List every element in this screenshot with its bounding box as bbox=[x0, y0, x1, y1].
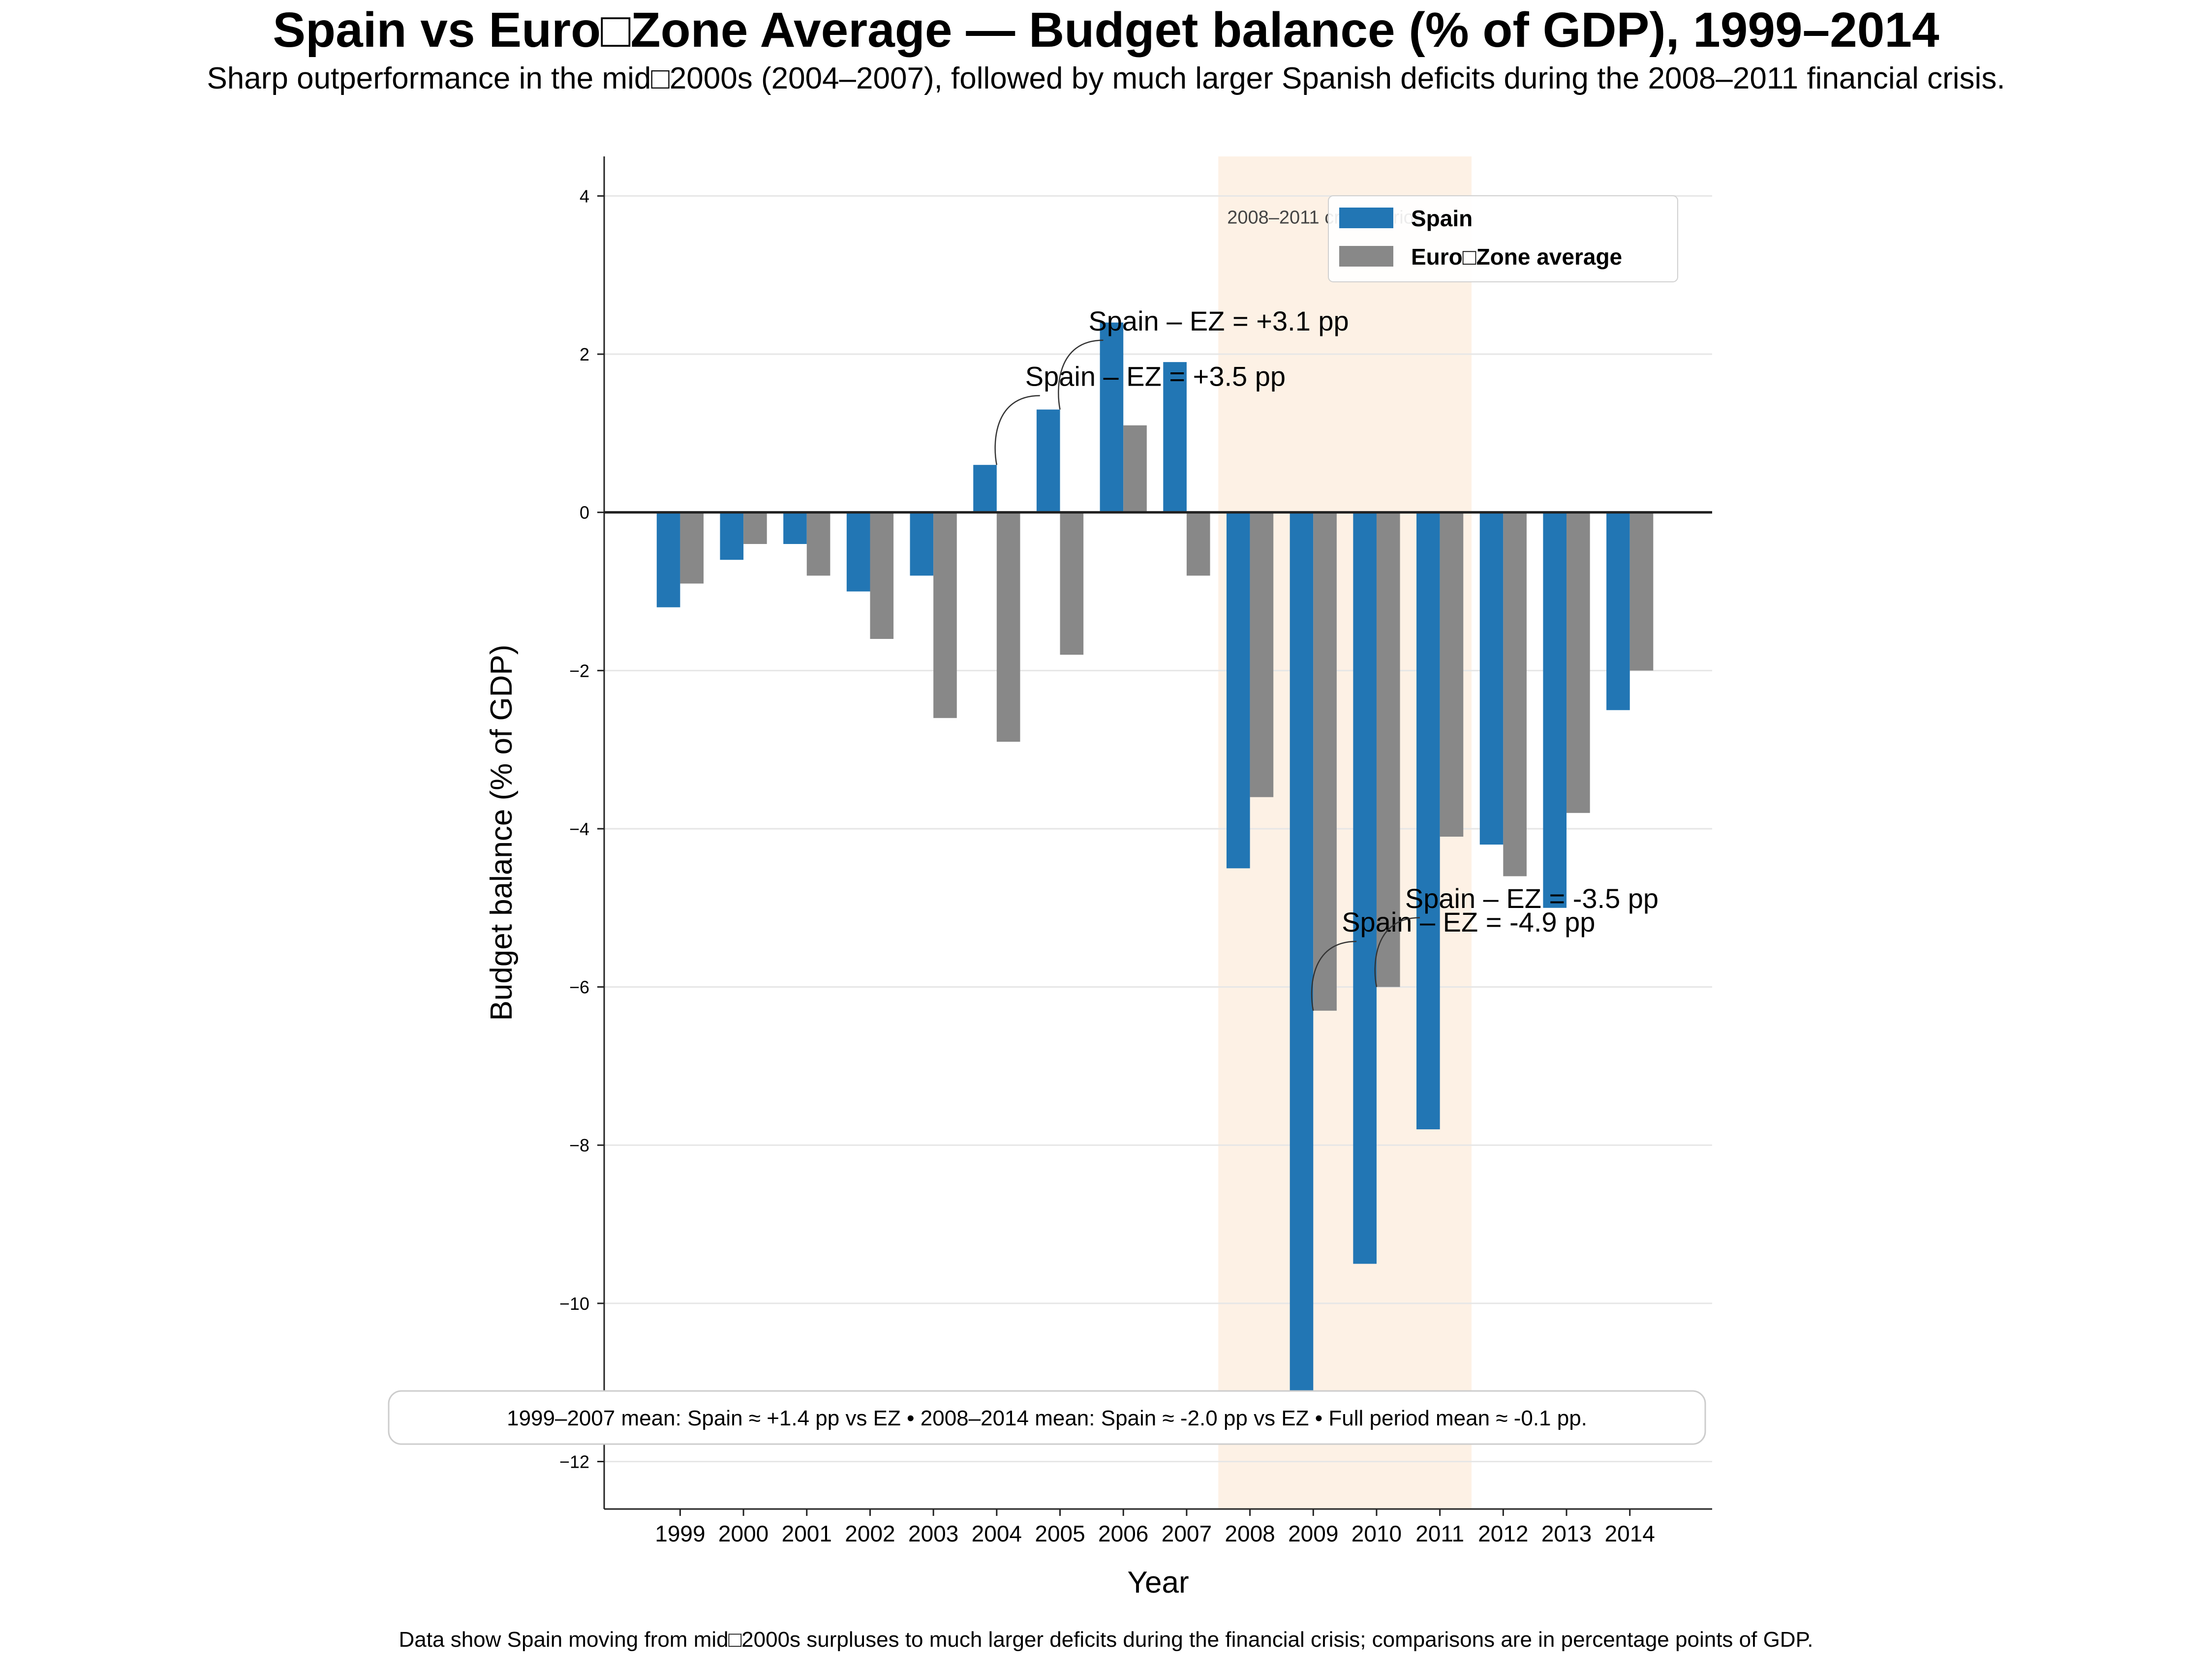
legend-swatch-eurozone bbox=[1339, 246, 1393, 267]
annotation-connector bbox=[1058, 339, 1104, 410]
x-tick-label: 2007 bbox=[1162, 1521, 1212, 1546]
x-axis-title: Year bbox=[1127, 1566, 1189, 1600]
x-tick-label: 1999 bbox=[655, 1521, 705, 1546]
annotations: Spain – EZ = +3.5 pp Spain – EZ = +3.1 pp… bbox=[994, 305, 1659, 1011]
x-tick-label: 2001 bbox=[782, 1521, 832, 1546]
x-axis-ticks: 1999 2000 2001 2002 2003 2004 2005 2006 2007 2008… bbox=[655, 1509, 1655, 1546]
footnote: Data show Spain moving from mid□2000s su… bbox=[399, 1628, 1813, 1652]
chart-title: Spain vs Euro□Zone Average — Budget bala… bbox=[273, 2, 1939, 58]
bar-eurozone bbox=[1567, 512, 1590, 813]
bar-spain bbox=[1290, 512, 1314, 1398]
bar-eurozone bbox=[1376, 512, 1400, 987]
summary-text: 1999–2007 mean: Spain ≈ +1.4 pp vs EZ • … bbox=[507, 1406, 1587, 1430]
y-tick-label: 0 bbox=[580, 503, 589, 523]
x-tick-label: 2008 bbox=[1225, 1521, 1275, 1546]
bar-eurozone bbox=[743, 512, 767, 544]
bar-eurozone bbox=[1250, 512, 1274, 797]
bar-spain bbox=[1100, 322, 1124, 513]
annotation-label: Spain – EZ = -4.9 pp bbox=[1342, 906, 1595, 937]
x-tick-label: 2012 bbox=[1478, 1521, 1528, 1546]
chart-subtitle: Sharp outperformance in the mid□2000s (2… bbox=[207, 61, 2005, 95]
legend-box bbox=[1328, 195, 1678, 282]
annotation-connector bbox=[1374, 917, 1420, 987]
bar-eurozone bbox=[1440, 512, 1464, 837]
y-tick-label: −6 bbox=[569, 977, 589, 997]
bar-eurozone bbox=[1186, 512, 1210, 576]
bar-eurozone bbox=[996, 512, 1020, 742]
bar-spain bbox=[1479, 512, 1504, 845]
x-tick-label: 2006 bbox=[1098, 1521, 1148, 1546]
bar-eurozone bbox=[1313, 512, 1337, 1011]
bar-spain bbox=[783, 512, 807, 544]
y-tick-label: 2 bbox=[580, 344, 589, 364]
bar-spain bbox=[910, 512, 934, 576]
x-tick-label: 2000 bbox=[718, 1521, 768, 1546]
y-tick-label: −10 bbox=[559, 1294, 589, 1314]
bar-eurozone bbox=[1629, 512, 1654, 671]
x-tick-label: 2013 bbox=[1541, 1521, 1592, 1546]
bar-eurozone bbox=[870, 512, 894, 639]
bar-spain bbox=[1163, 362, 1187, 513]
legend: Spain Euro□Zone average bbox=[1328, 195, 1678, 282]
bar-spain bbox=[1606, 512, 1630, 710]
x-tick-label: 2010 bbox=[1352, 1521, 1402, 1546]
annotation-connector bbox=[994, 395, 1040, 465]
annotation-label: Spain – EZ = +3.1 pp bbox=[1088, 305, 1349, 336]
bar-spain bbox=[1226, 512, 1250, 869]
bar-spain bbox=[1543, 512, 1567, 908]
annotation-label: Spain – EZ = -3.5 pp bbox=[1405, 883, 1659, 914]
y-tick-label: −2 bbox=[569, 661, 589, 681]
bar-eurozone bbox=[806, 512, 830, 576]
gridlines bbox=[604, 195, 1712, 1463]
y-tick-label: −4 bbox=[569, 819, 589, 839]
annotation-label: Spain – EZ = +3.5 pp bbox=[1025, 361, 1286, 392]
y-tick-label: −8 bbox=[569, 1135, 589, 1155]
bar-spain bbox=[846, 512, 870, 592]
y-axis-ticks: 4 2 0 −2 −4 −6 −8 −10 −12 bbox=[559, 186, 604, 1472]
bar-spain bbox=[720, 512, 744, 560]
x-tick-label: 2002 bbox=[845, 1521, 895, 1546]
summary-box: 1999–2007 mean: Spain ≈ +1.4 pp vs EZ • … bbox=[388, 1390, 1706, 1445]
x-tick-label: 2003 bbox=[908, 1521, 958, 1546]
bar-eurozone bbox=[680, 512, 704, 584]
summary-box-frame bbox=[388, 1390, 1706, 1445]
x-tick-label: 2004 bbox=[972, 1521, 1022, 1546]
x-tick-label: 2011 bbox=[1415, 1521, 1464, 1546]
legend-label-eurozone: Euro□Zone average bbox=[1411, 244, 1622, 270]
bar-spain bbox=[1036, 409, 1060, 513]
bar-eurozone bbox=[1123, 425, 1147, 513]
bar-spain bbox=[656, 512, 680, 607]
legend-swatch-spain bbox=[1339, 208, 1393, 228]
y-tick-label: 4 bbox=[580, 186, 589, 206]
bar-eurozone bbox=[1503, 512, 1527, 876]
bars bbox=[656, 322, 1654, 1398]
legend-label-spain: Spain bbox=[1411, 206, 1473, 231]
bar-spain bbox=[973, 465, 997, 513]
x-tick-label: 2009 bbox=[1288, 1521, 1338, 1546]
annotation-connector bbox=[1311, 940, 1357, 1011]
x-tick-label: 2005 bbox=[1035, 1521, 1085, 1546]
x-tick-label: 2014 bbox=[1605, 1521, 1655, 1546]
bar-eurozone bbox=[933, 512, 957, 718]
bar-spain bbox=[1353, 512, 1377, 1264]
bar-spain bbox=[1416, 512, 1440, 1130]
y-tick-label: −12 bbox=[559, 1452, 589, 1472]
bar-eurozone bbox=[1060, 512, 1084, 655]
y-axis-title: Budget balance (% of GDP) bbox=[485, 644, 519, 1021]
